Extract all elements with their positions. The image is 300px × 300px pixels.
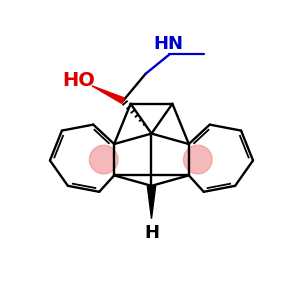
- Circle shape: [183, 145, 212, 174]
- Text: HN: HN: [153, 35, 183, 53]
- Circle shape: [89, 145, 118, 174]
- Text: H: H: [144, 224, 159, 242]
- Polygon shape: [147, 186, 156, 219]
- Text: HO: HO: [62, 71, 95, 90]
- Polygon shape: [92, 86, 124, 104]
